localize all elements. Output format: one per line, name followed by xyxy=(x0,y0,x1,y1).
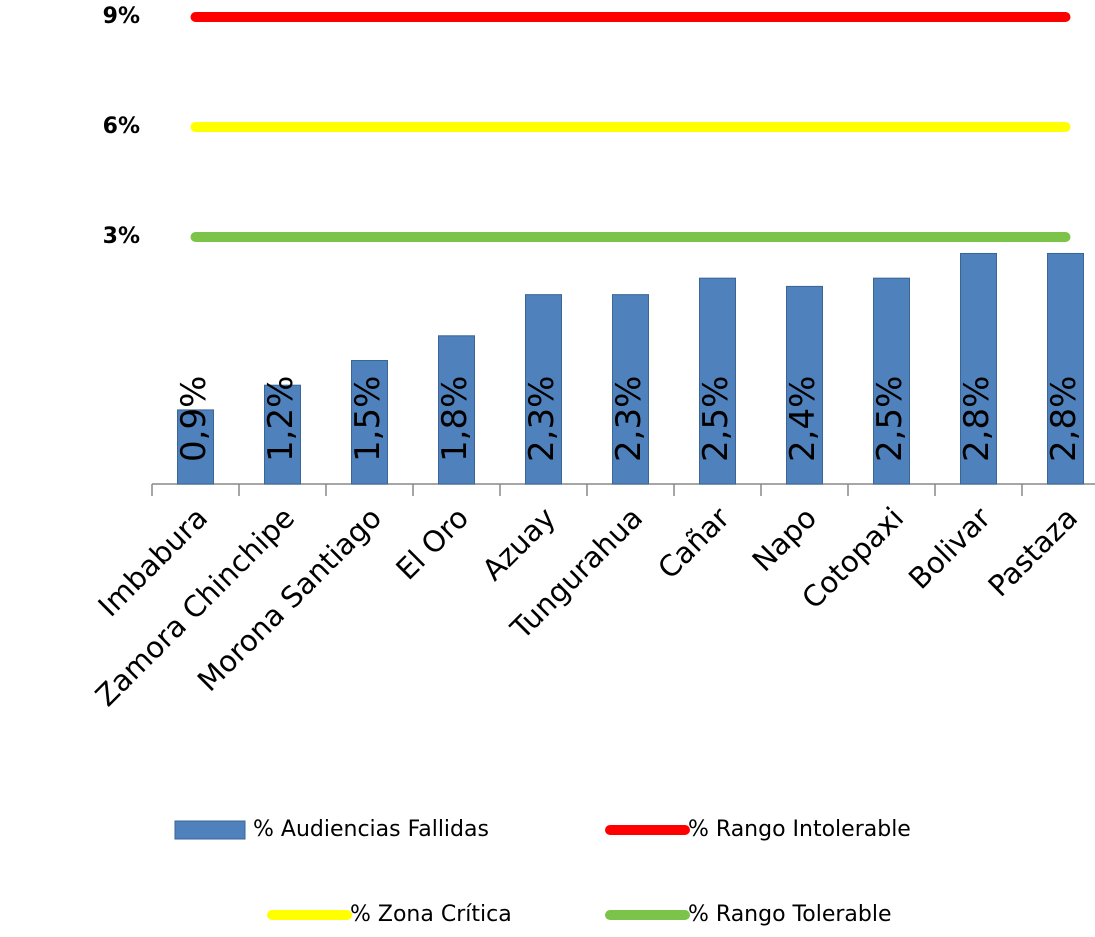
bar xyxy=(1047,252,1084,485)
x-tick-label: Cañar xyxy=(651,501,736,586)
data-label: 0,9% xyxy=(174,376,214,462)
legend-label: % Rango Intolerable xyxy=(688,817,911,842)
bar xyxy=(960,252,997,485)
x-tick-label: Napo xyxy=(746,501,824,579)
x-tick-label: El Oro xyxy=(389,501,475,587)
data-label: 2,3% xyxy=(522,376,562,462)
data-label: 1,8% xyxy=(435,376,475,462)
data-label: 2,3% xyxy=(609,376,649,462)
bar xyxy=(873,277,910,485)
bar xyxy=(786,285,823,485)
x-tick-label: Azuay xyxy=(476,501,563,588)
data-label: 1,2% xyxy=(261,376,301,462)
legend-label: % Rango Tolerable xyxy=(688,902,892,927)
data-label: 1,5% xyxy=(348,376,388,462)
data-label: 2,5% xyxy=(870,376,910,462)
bar xyxy=(525,294,562,485)
bar xyxy=(699,277,736,485)
x-tick-label: Pastaza xyxy=(981,501,1084,604)
data-label: 2,8% xyxy=(1044,376,1084,462)
y-tick-label: 6% xyxy=(103,114,140,139)
bar xyxy=(177,409,214,485)
legend-label: % Zona Crítica xyxy=(350,902,512,927)
y-tick-label: 3% xyxy=(103,224,140,249)
bar xyxy=(351,360,388,485)
legend-label: % Audiencias Fallidas xyxy=(253,817,489,842)
data-label: 2,5% xyxy=(696,376,736,462)
data-label: 2,4% xyxy=(783,376,823,462)
bar xyxy=(438,335,475,485)
legend-swatch xyxy=(174,820,246,840)
y-tick-label: 9% xyxy=(103,4,140,29)
bar xyxy=(612,294,649,485)
data-label: 2,8% xyxy=(957,376,997,462)
bar xyxy=(264,384,301,485)
